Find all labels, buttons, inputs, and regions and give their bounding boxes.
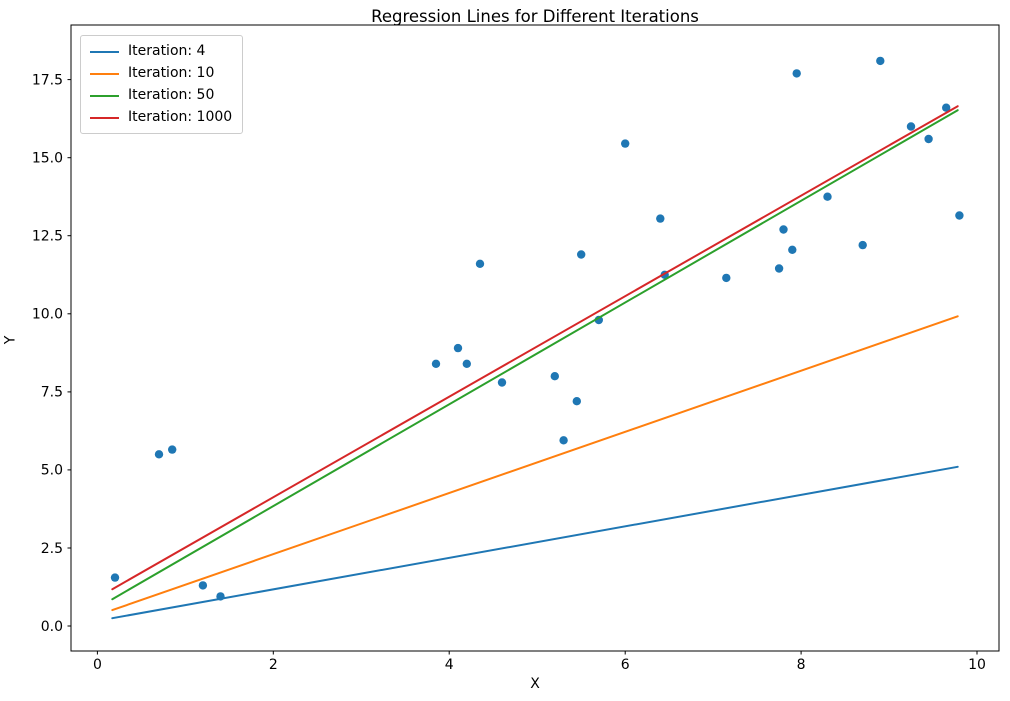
x-tick-label: 2 <box>269 657 278 673</box>
scatter-point <box>431 359 441 368</box>
y-tick-label: 2.5 <box>41 541 63 557</box>
scatter-point <box>774 264 784 273</box>
regression-line-iteration-50 <box>111 109 959 601</box>
y-tick-label: 7.5 <box>41 385 63 401</box>
y-tick-label: 10.0 <box>32 307 63 323</box>
scatter-point <box>577 250 586 259</box>
scatter-point <box>168 445 177 454</box>
legend-entry: Iteration: 10 <box>90 66 232 81</box>
y-tick-label: 15.0 <box>32 151 63 167</box>
legend-entry: Iteration: 4 <box>90 44 232 59</box>
scatter-point <box>572 397 581 406</box>
legend: Iteration: 4 Iteration: 10 Iteration: 50 It… <box>80 35 244 134</box>
scatter-point <box>475 259 485 268</box>
legend-entry-label: Iteration: 10 <box>128 65 215 81</box>
scatter-point <box>453 343 463 353</box>
x-tick-label: 4 <box>445 657 454 673</box>
x-tick-label: 8 <box>797 657 806 673</box>
scatter-point <box>462 359 471 368</box>
regression-line-iteration-4 <box>111 465 959 620</box>
legend-entry-label: Iteration: 50 <box>128 87 215 103</box>
scatter-point <box>924 134 933 144</box>
x-tick-label: 0 <box>93 657 102 673</box>
scatter-point <box>792 69 801 78</box>
legend-entry: Iteration: 1000 <box>90 110 232 125</box>
legend-line-swatch <box>90 72 119 75</box>
scatter-point <box>858 240 867 250</box>
y-tick-label: 12.5 <box>32 229 63 245</box>
legend-line-swatch <box>90 94 119 97</box>
legend-entry-label: Iteration: 4 <box>128 43 206 59</box>
scatter-point <box>788 245 797 254</box>
regression-line-iteration-1000 <box>111 105 959 591</box>
legend-line-swatch <box>90 50 119 53</box>
scatter-point <box>876 56 885 66</box>
scatter-point <box>942 103 951 112</box>
scatter-point <box>550 372 559 381</box>
scatter-point <box>722 273 731 283</box>
scatter-point <box>955 211 964 220</box>
scatter-point <box>656 214 665 223</box>
x-tick-label: 10 <box>968 657 986 673</box>
scatter-point <box>779 225 788 234</box>
scatter-point <box>559 436 568 445</box>
x-tick-label: 6 <box>621 657 630 673</box>
y-tick-label: 5.0 <box>41 463 63 479</box>
chart-title: Regression Lines for Different Iteration… <box>371 7 699 26</box>
scatter-point <box>823 192 832 201</box>
plot-frame <box>70 24 1000 652</box>
legend-entry: Iteration: 50 <box>90 88 232 103</box>
scatter-point <box>621 139 630 148</box>
y-tick-label: 17.5 <box>32 72 63 88</box>
scatter-point <box>154 450 164 459</box>
legend-entry-label: Iteration: 1000 <box>128 109 233 125</box>
scatter-point <box>198 581 208 590</box>
legend-line-swatch <box>90 116 119 119</box>
scatter-point <box>110 573 120 582</box>
scatter-point <box>497 378 507 387</box>
y-axis-label: Y <box>2 335 19 345</box>
regression-line-iteration-10 <box>111 315 959 612</box>
y-tick-label: 0.0 <box>41 619 63 635</box>
scatter-point <box>906 122 916 131</box>
x-axis-label: X <box>530 676 540 692</box>
